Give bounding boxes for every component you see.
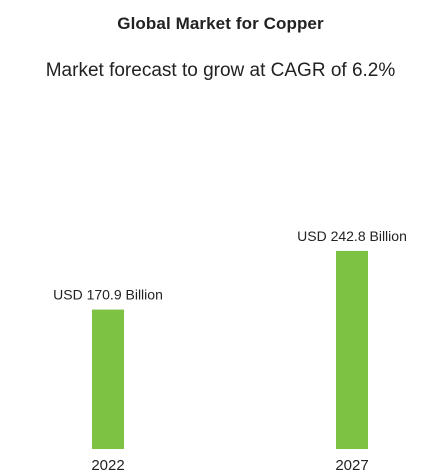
data-label-2022: USD 170.9 Billion <box>53 287 163 303</box>
data-label-2027: USD 242.8 Billion <box>297 228 407 244</box>
x-tick-label-2027: 2027 <box>335 457 368 474</box>
chart-title: Global Market for Copper <box>117 14 324 33</box>
chart-subtitle: Market forecast to grow at CAGR of 6.2% <box>45 60 396 81</box>
x-tick-label-2022: 2022 <box>91 457 124 474</box>
bar-2027 <box>336 250 368 449</box>
bar-2022 <box>92 309 124 449</box>
